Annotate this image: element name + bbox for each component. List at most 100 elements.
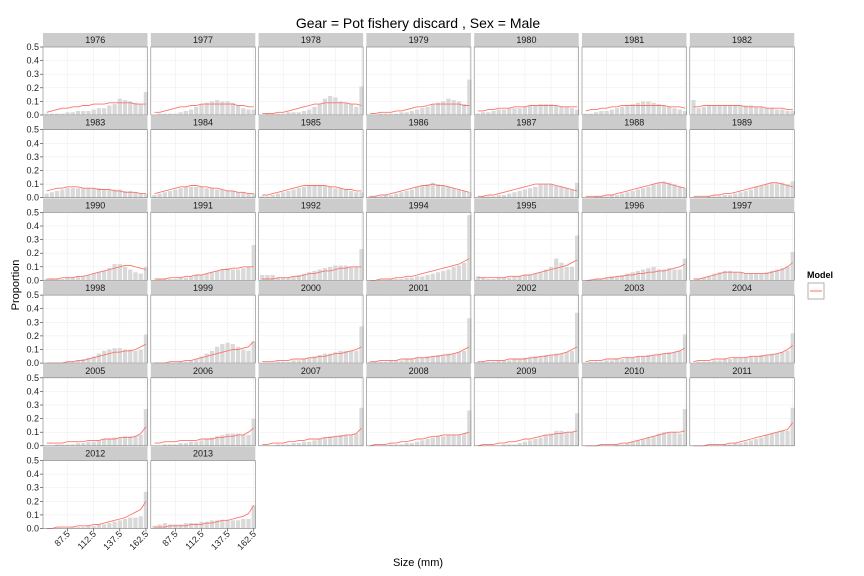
observed-bar xyxy=(790,333,795,364)
observed-bar xyxy=(230,269,235,281)
observed-bar xyxy=(620,274,625,281)
observed-bar xyxy=(173,524,178,529)
observed-bar xyxy=(209,101,215,115)
observed-bar xyxy=(128,349,133,364)
panel-strip-label: 1994 xyxy=(409,200,429,210)
observed-bar xyxy=(183,361,188,364)
observed-bar xyxy=(559,106,564,115)
observed-bar xyxy=(441,270,446,281)
y-tick-label: 0.3 xyxy=(26,235,39,245)
observed-bar xyxy=(270,194,275,198)
observed-bar xyxy=(96,524,102,529)
observed-bar xyxy=(317,104,322,115)
observed-bar xyxy=(501,194,507,198)
panel-1976: 1976 0.0 0.1 0.2 0.3 0.4 0.5 xyxy=(26,33,149,120)
panel-strip xyxy=(150,33,256,47)
observed-bar xyxy=(209,437,215,446)
observed-bar xyxy=(774,182,780,198)
observed-bar xyxy=(625,192,630,198)
model-line xyxy=(369,431,470,447)
observed-bar xyxy=(359,192,364,198)
observed-bar xyxy=(241,192,246,198)
model-line xyxy=(693,105,793,111)
y-tick-label: 0.3 xyxy=(26,400,39,410)
y-tick-label: 0.5 xyxy=(26,456,39,466)
observed-bar xyxy=(86,188,91,198)
observed-bar xyxy=(593,279,599,281)
panel-strip xyxy=(474,363,579,378)
observed-bar xyxy=(620,359,625,364)
model-line xyxy=(477,183,578,197)
observed-bar xyxy=(307,185,312,198)
observed-bar xyxy=(425,106,430,115)
observed-bar xyxy=(178,277,183,281)
observed-bar xyxy=(712,273,717,281)
observed-bar xyxy=(204,102,209,115)
observed-bar xyxy=(774,109,780,115)
panel-strip xyxy=(474,281,579,296)
observed-bar xyxy=(230,433,235,446)
panel-strip xyxy=(366,33,471,47)
observed-bar xyxy=(102,270,107,281)
observed-bar xyxy=(609,360,614,364)
observed-bar xyxy=(86,274,91,281)
observed-bar xyxy=(467,192,472,198)
observed-bar xyxy=(774,432,780,446)
model-line xyxy=(585,182,686,197)
observed-bar xyxy=(333,436,338,446)
observed-bar xyxy=(359,86,364,115)
observed-bar xyxy=(593,196,599,198)
observed-bar xyxy=(480,361,486,364)
observed-bar xyxy=(461,190,467,198)
observed-bar xyxy=(651,184,656,198)
observed-bar xyxy=(215,436,220,446)
model-line xyxy=(154,340,255,364)
panel-strip xyxy=(258,281,364,296)
observed-bar xyxy=(44,193,49,198)
observed-bar xyxy=(682,258,688,281)
observed-bar xyxy=(286,444,291,446)
observed-bar xyxy=(456,189,461,198)
panel-strip xyxy=(43,115,148,130)
observed-bar xyxy=(91,356,96,364)
observed-bar xyxy=(260,196,265,198)
observed-bar xyxy=(748,440,754,446)
observed-bar xyxy=(354,266,359,281)
observed-bar xyxy=(682,188,688,198)
observed-bar xyxy=(138,273,143,281)
observed-bar xyxy=(712,196,717,198)
observed-bar xyxy=(451,434,456,446)
observed-bar xyxy=(194,106,199,115)
observed-bar xyxy=(790,110,795,115)
panel-2004: 2004 xyxy=(689,281,795,364)
observed-bar xyxy=(785,110,790,115)
observed-bar xyxy=(265,196,270,198)
observed-bar xyxy=(769,108,774,115)
observed-bar xyxy=(312,270,317,281)
observed-bar xyxy=(780,352,785,364)
observed-bar xyxy=(225,433,230,446)
observed-bar xyxy=(215,189,220,198)
observed-bar xyxy=(143,193,149,198)
observed-bar xyxy=(559,353,564,364)
observed-bar xyxy=(538,104,543,115)
observed-bar xyxy=(388,113,394,115)
observed-bar xyxy=(322,437,328,446)
observed-bar xyxy=(70,112,75,115)
observed-bar xyxy=(543,354,548,364)
observed-bar xyxy=(501,109,507,115)
observed-bar xyxy=(722,359,727,364)
observed-bar xyxy=(785,430,790,446)
y-tick-label: 0.0 xyxy=(26,193,39,203)
observed-bar xyxy=(425,356,430,364)
panel-strip-label: 2011 xyxy=(732,366,751,376)
observed-bar xyxy=(60,189,65,198)
observed-bar xyxy=(625,273,630,281)
observed-bar xyxy=(774,269,780,281)
observed-bar xyxy=(533,439,538,446)
panel-plot-area xyxy=(689,47,795,115)
observed-bar xyxy=(138,349,143,364)
panel-border xyxy=(150,460,256,529)
observed-bar xyxy=(225,101,230,115)
observed-bar xyxy=(759,106,764,115)
